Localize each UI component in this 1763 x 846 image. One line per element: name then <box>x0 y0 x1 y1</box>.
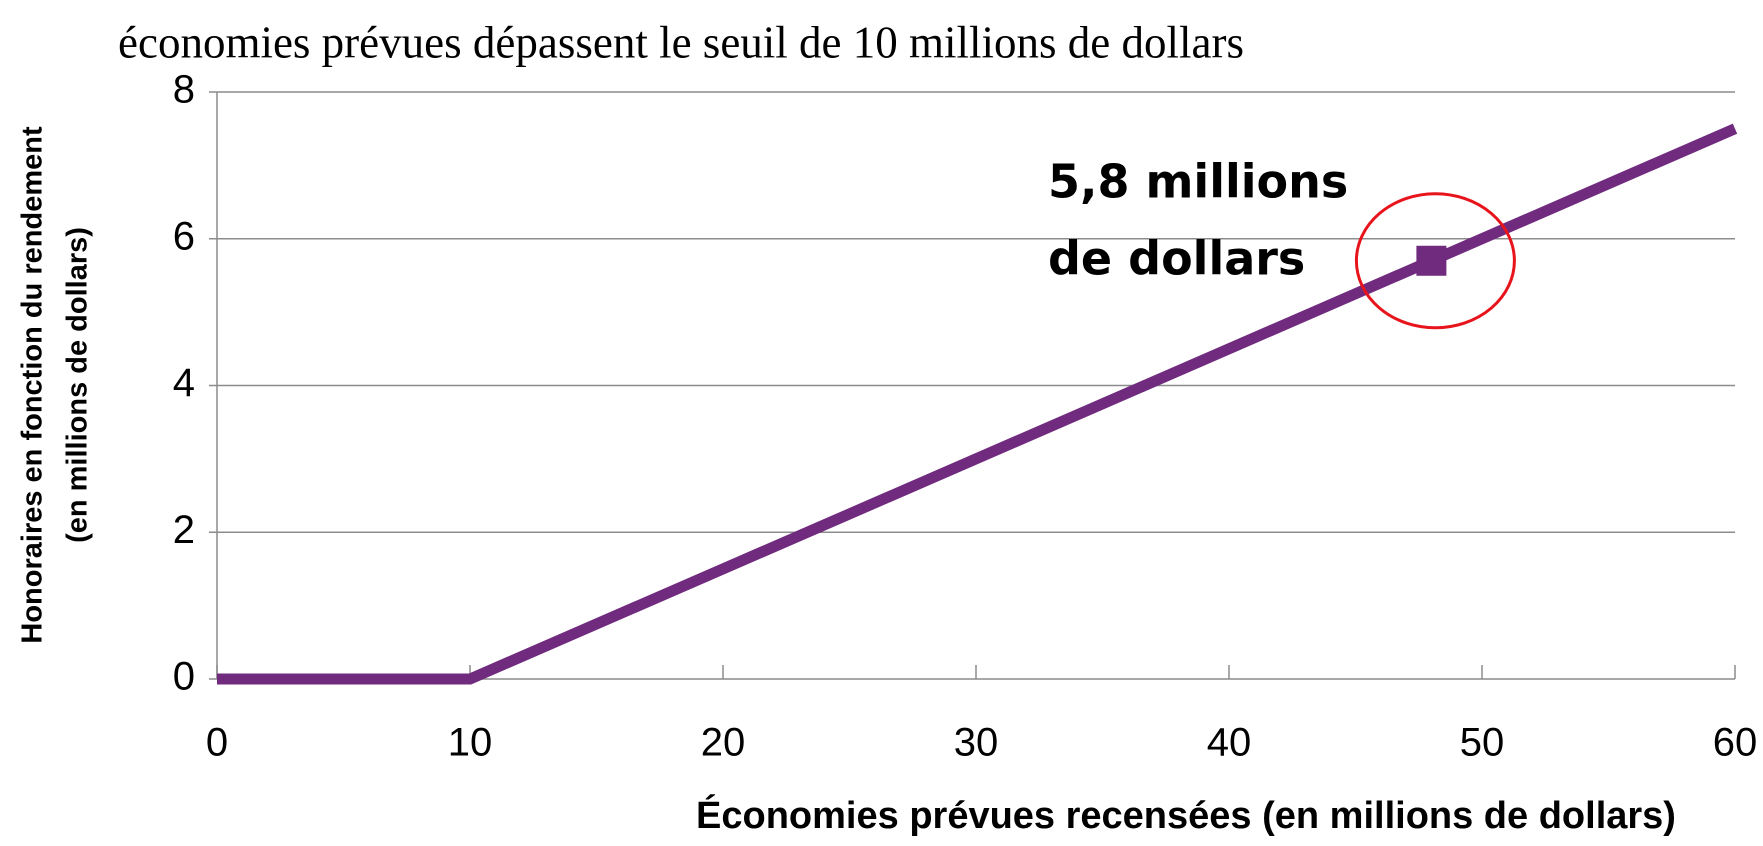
y-tick-label: 8 <box>173 68 195 112</box>
x-tick-label: 20 <box>701 721 746 765</box>
x-tick-label: 50 <box>1460 721 1505 765</box>
y-axis-title: Honoraires en fonction du rendement <box>17 126 49 644</box>
x-axis-title: Économies prévues recensées (en millions… <box>696 793 1676 837</box>
y-tick-label: 2 <box>173 508 195 552</box>
y-tick-label: 6 <box>173 214 195 258</box>
y-tick-label: 4 <box>173 361 195 405</box>
x-tick-label: 0 <box>206 721 228 765</box>
y-tick-label: 0 <box>173 655 195 699</box>
annotation: 5,8 millions <box>1048 155 1348 209</box>
x-tick-label: 40 <box>1207 721 1252 765</box>
y-axis-title: (en millions de dollars) <box>62 227 94 543</box>
annotation: de dollars <box>1048 232 1305 286</box>
highlight-point <box>1416 245 1447 276</box>
x-tick-label: 60 <box>1713 721 1758 765</box>
series-line <box>217 123 1738 685</box>
chart-title: économies prévues dépassent le seuil de … <box>118 17 1244 67</box>
x-tick-label: 10 <box>448 721 493 765</box>
x-tick-label: 30 <box>954 721 999 765</box>
highlight-ring <box>1354 192 1516 330</box>
